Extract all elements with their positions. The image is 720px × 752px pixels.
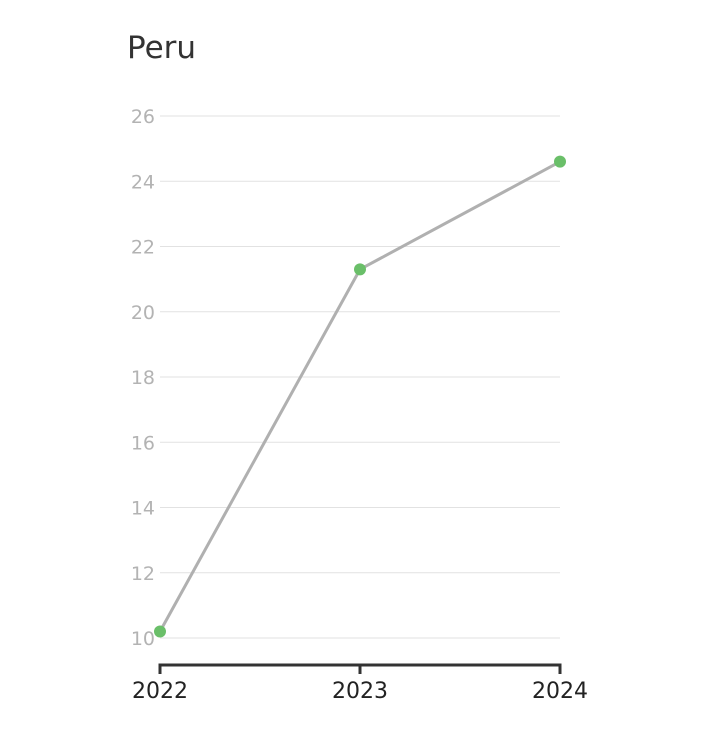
x-tick-label: 2024	[532, 679, 588, 704]
y-tick-label: 18	[131, 367, 155, 389]
gridlines	[160, 115, 560, 639]
y-tick-label: 12	[131, 563, 155, 585]
y-tick-label: 14	[131, 498, 155, 520]
y-axis-ticks: 10 12 14 16 18 20 22 24 26	[131, 106, 155, 650]
y-tick-label: 20	[131, 302, 155, 324]
chart-title: Peru	[127, 30, 197, 66]
y-tick-label: 10	[131, 628, 155, 650]
y-tick-label: 24	[131, 171, 155, 193]
series-line	[158, 160, 561, 633]
series-group	[154, 155, 566, 638]
data-point	[554, 155, 566, 168]
x-tick-label: 2022	[132, 679, 188, 704]
y-tick-label: 16	[131, 432, 155, 454]
y-tick-label: 22	[131, 237, 155, 259]
data-point	[354, 263, 366, 276]
x-tick-label: 2023	[332, 679, 388, 704]
x-axis: 2022 2023 2024	[132, 663, 588, 704]
data-point	[154, 625, 166, 638]
y-tick-label: 26	[131, 106, 155, 128]
